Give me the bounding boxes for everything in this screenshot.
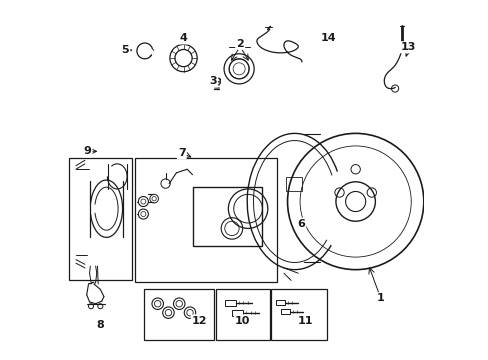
Bar bbox=[271, 289, 326, 339]
Text: 8: 8 bbox=[96, 320, 104, 330]
Text: 12: 12 bbox=[191, 316, 207, 325]
Bar bbox=[135, 158, 276, 282]
Bar bbox=[231, 310, 242, 316]
Text: 6: 6 bbox=[297, 219, 305, 229]
Text: 13: 13 bbox=[400, 42, 416, 52]
Text: 10: 10 bbox=[235, 316, 250, 325]
Text: 11: 11 bbox=[297, 316, 313, 325]
Text: 4: 4 bbox=[179, 33, 187, 43]
Text: 14: 14 bbox=[320, 33, 336, 43]
Bar bbox=[144, 289, 214, 339]
Bar bbox=[224, 300, 235, 306]
Text: 3: 3 bbox=[209, 76, 217, 86]
Text: 1: 1 bbox=[376, 293, 384, 303]
Bar bbox=[276, 300, 284, 305]
Text: 9: 9 bbox=[83, 146, 91, 156]
Bar bbox=[285, 177, 301, 191]
Bar bbox=[281, 309, 289, 314]
Bar bbox=[192, 187, 262, 246]
Text: 2: 2 bbox=[236, 39, 244, 49]
Bar bbox=[215, 289, 269, 339]
Text: 7: 7 bbox=[178, 148, 185, 158]
Bar bbox=[69, 158, 131, 280]
Text: 5: 5 bbox=[122, 45, 129, 55]
